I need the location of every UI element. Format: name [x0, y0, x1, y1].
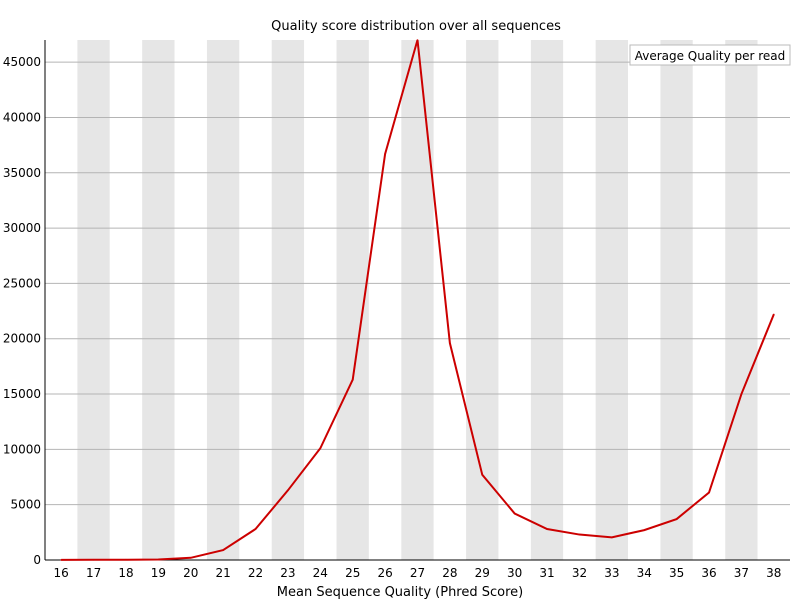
y-tick-label: 20000	[3, 332, 41, 346]
x-tick-label: 35	[669, 566, 684, 580]
band-24	[304, 40, 337, 560]
x-tick-label: 24	[313, 566, 328, 580]
y-tick-label: 15000	[3, 387, 41, 401]
x-tick-label: 21	[216, 566, 231, 580]
data-point-19	[157, 558, 160, 561]
band-17	[77, 40, 110, 560]
data-point-31	[546, 528, 548, 530]
x-tick-label: 17	[86, 566, 101, 580]
series-layer	[60, 39, 775, 561]
x-tick-label: 29	[475, 566, 490, 580]
legend: Average Quality per read	[629, 44, 791, 66]
data-point-26	[384, 153, 386, 155]
band-18	[109, 40, 143, 560]
legend-box	[629, 44, 791, 66]
data-point-32	[578, 533, 581, 536]
data-point-36	[708, 491, 710, 494]
band-34	[628, 40, 661, 560]
band-16	[45, 40, 78, 560]
band-36	[692, 40, 726, 560]
x-axis-label: Mean Sequence Quality (Phred Score)	[277, 585, 523, 600]
data-point-34	[643, 529, 646, 531]
data-point-17	[92, 558, 95, 561]
x-tick-label: 33	[604, 566, 619, 580]
y-tick-label: 0	[33, 553, 41, 567]
x-axis-ticks: 16 17 18 19 20 21 22 23 24 25 26 27 28 29 30 31 32 33 34 35…	[54, 566, 782, 580]
data-point-33	[611, 536, 613, 539]
y-tick-label: 10000	[3, 442, 41, 456]
y-tick-label: 5000	[10, 498, 41, 512]
legend-entry: Average Quality per read	[635, 49, 786, 63]
band-19	[142, 40, 175, 560]
band-33	[595, 40, 629, 560]
x-tick-label: 25	[345, 566, 360, 580]
data-point-24	[319, 447, 322, 450]
band-35	[660, 40, 693, 560]
data-point-28	[449, 342, 451, 344]
y-tick-label: 40000	[3, 110, 41, 124]
data-point-29	[481, 474, 484, 476]
data-point-20	[189, 556, 192, 559]
band-21	[206, 40, 240, 560]
x-tick-label: 28	[442, 566, 457, 580]
y-tick-label: 30000	[3, 221, 41, 235]
background-bands	[45, 40, 790, 560]
data-point-38	[773, 313, 775, 316]
data-point-27	[416, 39, 419, 41]
data-point-16	[60, 559, 62, 561]
x-tick-label: 23	[280, 566, 295, 580]
data-point-37	[740, 393, 743, 395]
x-tick-label: 31	[539, 566, 554, 580]
x-tick-label: 19	[151, 566, 166, 580]
x-tick-label: 32	[572, 566, 587, 580]
y-tick-label: 45000	[3, 55, 41, 69]
x-tick-label: 18	[118, 566, 133, 580]
data-point-18	[125, 558, 127, 561]
data-point-25	[351, 378, 354, 381]
x-tick-label: 34	[637, 566, 652, 580]
y-axis-ticks: 0 5000 10000 15000 20000 25000 30000 35000 40000…	[3, 55, 41, 567]
band-29	[466, 40, 499, 560]
band-23	[271, 40, 305, 560]
band-22	[239, 40, 272, 560]
chart-title: Quality score distribution over all sequ…	[271, 19, 561, 34]
y-tick-label: 25000	[3, 276, 41, 290]
band-31	[530, 40, 564, 560]
band-27	[401, 40, 434, 560]
data-point-23	[287, 489, 289, 492]
band-26	[368, 40, 402, 560]
x-tick-label: 26	[377, 566, 392, 580]
x-tick-label: 22	[248, 566, 263, 580]
x-tick-label: 27	[410, 566, 425, 580]
data-point-21	[222, 549, 224, 551]
band-28	[433, 40, 467, 560]
x-tick-label: 36	[701, 566, 716, 580]
data-point-30	[513, 512, 516, 515]
band-20	[174, 40, 207, 560]
x-tick-label: 30	[507, 566, 522, 580]
x-tick-label: 37	[734, 566, 749, 580]
band-32	[563, 40, 596, 560]
data-point-35	[675, 518, 678, 520]
axes	[44, 40, 790, 561]
x-tick-label: 38	[766, 566, 781, 580]
gridlines	[45, 61, 790, 506]
data-point-22	[254, 528, 257, 530]
x-tick-label: 20	[183, 566, 198, 580]
x-tick-label: 16	[54, 566, 69, 580]
band-38	[757, 40, 790, 560]
band-30	[498, 40, 531, 560]
band-37	[725, 40, 758, 560]
y-tick-label: 35000	[3, 166, 41, 180]
